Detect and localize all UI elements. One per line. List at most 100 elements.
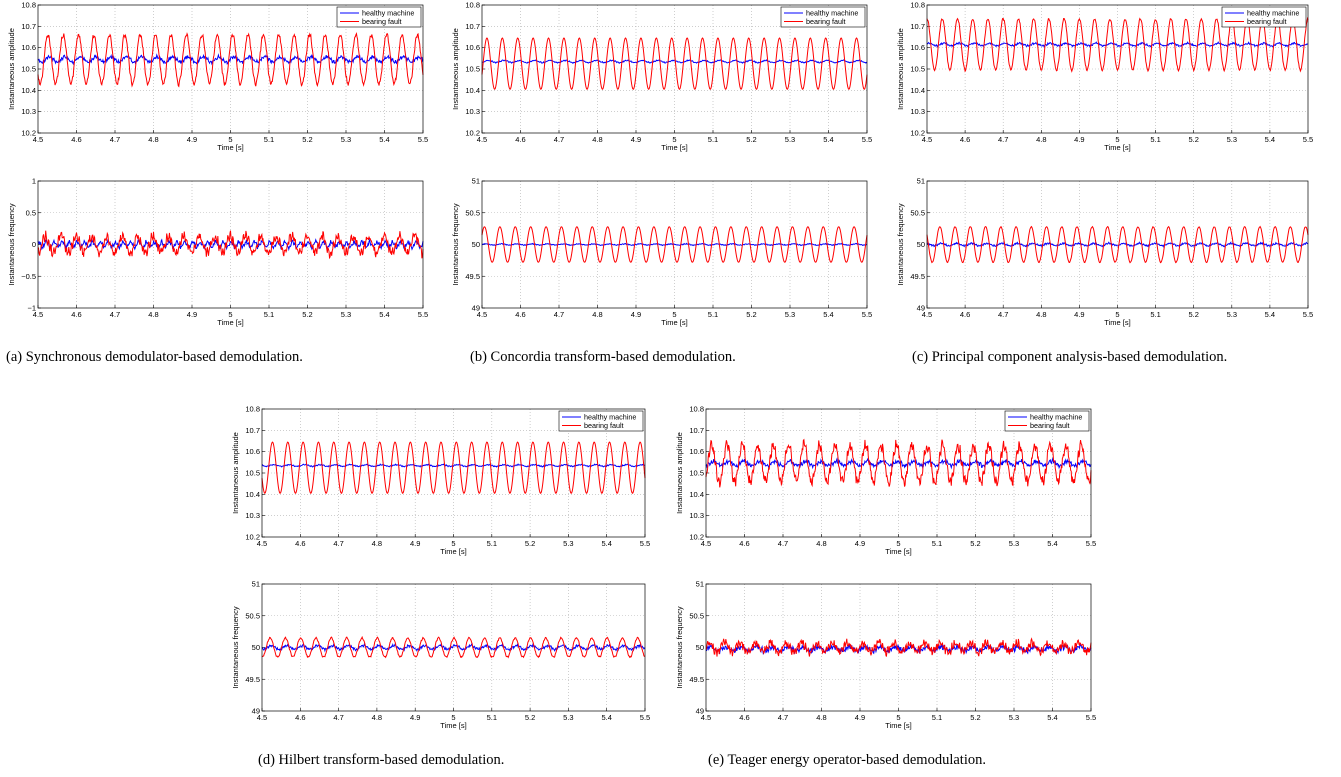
x-tick-label: 4.9 <box>855 713 865 722</box>
x-tick-label: 5.2 <box>302 310 312 319</box>
y-tick-label: 10.6 <box>21 43 36 52</box>
x-tick-label: 4.7 <box>998 135 1008 144</box>
x-axis-label: Time [s] <box>885 721 911 730</box>
y-axis-label: Instantaneous amplitude <box>675 432 684 514</box>
y-tick-label: 10.8 <box>689 405 704 414</box>
y-tick-label: 49.5 <box>689 675 704 684</box>
y-tick-label: 10.7 <box>689 426 704 435</box>
y-axis-label: Instantaneous frequency <box>7 203 16 285</box>
y-tick-label: 51 <box>472 177 480 186</box>
axes-frame <box>481 4 868 134</box>
y-tick-label: 10.7 <box>245 426 260 435</box>
x-tick-label: 5.3 <box>785 310 795 319</box>
y-tick-label: 0 <box>32 240 36 249</box>
x-tick-label: 5.3 <box>563 539 573 548</box>
panel-e-top: 4.5 4.6 4.7 4.8 4.9 5 5.1 5.2 5.3 5.4 5.5 10.2 10.3 1… <box>675 405 1096 557</box>
panel-d-top: 4.5 4.6 4.7 4.8 4.9 5 5.1 5.2 5.3 5.4 5.5 10.2 10.3 1… <box>231 405 650 557</box>
x-axis-label: Time [s] <box>440 721 466 730</box>
x-tick-label: 5.4 <box>1265 135 1275 144</box>
x-tick-label: 4.9 <box>631 135 641 144</box>
series-line-fault <box>261 635 646 659</box>
x-tick-label: 4.8 <box>592 310 602 319</box>
x-tick-label: 5 <box>451 539 455 548</box>
caption-d: (d) Hilbert transform-based demodulation… <box>258 752 505 768</box>
y-tick-label: 10.5 <box>689 469 704 478</box>
x-tick-label: 4.5 <box>922 310 932 319</box>
x-tick-label: 4.5 <box>33 310 43 319</box>
y-tick-label: 10.5 <box>465 65 480 74</box>
x-tick-label: 4.9 <box>410 713 420 722</box>
x-tick-label: 5.2 <box>1188 310 1198 319</box>
axes-frame <box>261 583 646 712</box>
y-tick-label: 50 <box>917 240 925 249</box>
x-tick-label: 4.5 <box>701 713 711 722</box>
y-tick-label: 50 <box>252 643 260 652</box>
series-line-fault <box>261 441 646 494</box>
x-tick-label: 4.6 <box>71 310 81 319</box>
axes-frame <box>705 583 1092 712</box>
y-tick-label: 10.3 <box>689 511 704 520</box>
x-tick-label: 5.1 <box>1150 310 1160 319</box>
x-tick-label: 4.7 <box>554 310 564 319</box>
x-tick-label: 5.3 <box>785 135 795 144</box>
y-tick-label: 50.5 <box>910 208 925 217</box>
y-tick-label: 50 <box>696 643 704 652</box>
x-tick-label: 5.4 <box>823 310 833 319</box>
axes-frame <box>926 180 1309 309</box>
x-tick-label: 5 <box>672 310 676 319</box>
legend-label-fault: bearing fault <box>1030 421 1070 430</box>
x-tick-label: 4.7 <box>110 135 120 144</box>
axes-frame <box>37 4 424 134</box>
x-tick-label: 4.6 <box>515 310 525 319</box>
x-tick-label: 5 <box>1115 135 1119 144</box>
legend-label-fault: bearing fault <box>1247 17 1287 26</box>
x-tick-label: 5.1 <box>708 310 718 319</box>
y-tick-label: 49 <box>252 707 260 716</box>
x-tick-label: 5.2 <box>525 713 535 722</box>
x-tick-label: 5 <box>896 713 900 722</box>
x-tick-label: 5.5 <box>418 310 428 319</box>
x-tick-label: 4.6 <box>71 135 81 144</box>
x-tick-label: 4.9 <box>187 135 197 144</box>
series-line-healthy <box>705 642 1092 656</box>
x-tick-label: 5 <box>672 135 676 144</box>
legend-label-healthy: healthy machine <box>1247 9 1299 18</box>
x-tick-label: 4.5 <box>701 539 711 548</box>
y-tick-label: 10.2 <box>910 129 925 138</box>
series-line-fault <box>926 225 1309 264</box>
x-tick-label: 5.2 <box>746 135 756 144</box>
x-tick-label: 4.9 <box>1074 310 1084 319</box>
x-tick-label: 4.5 <box>33 135 43 144</box>
x-tick-label: 5.3 <box>1009 713 1019 722</box>
x-tick-label: 4.8 <box>816 713 826 722</box>
legend-label-healthy: healthy machine <box>806 9 858 18</box>
x-tick-label: 4.7 <box>110 310 120 319</box>
caption-b: (b) Concordia transform-based demodulati… <box>470 349 736 365</box>
x-tick-label: 4.8 <box>372 713 382 722</box>
x-tick-label: 5.1 <box>487 713 497 722</box>
series-line-fault <box>481 37 868 91</box>
legend-label-fault: bearing fault <box>806 17 846 26</box>
legend-label-fault: bearing fault <box>584 421 624 430</box>
x-tick-label: 4.7 <box>554 135 564 144</box>
panel-a-top: 4.5 4.6 4.7 4.8 4.9 5 5.1 5.2 5.3 5.4 5.5 10.2 10.3 1… <box>7 1 428 153</box>
y-tick-label: 10.3 <box>910 107 925 116</box>
x-tick-label: 5 <box>228 310 232 319</box>
x-axis-label: Time [s] <box>217 318 243 327</box>
y-tick-label: 49.5 <box>465 272 480 281</box>
x-tick-label: 5.5 <box>1303 135 1313 144</box>
caption-c: (c) Principal component analysis-based d… <box>912 349 1228 365</box>
x-tick-label: 4.6 <box>295 539 305 548</box>
y-axis-label: Instantaneous frequency <box>675 606 684 688</box>
panel-c-top: 4.5 4.6 4.7 4.8 4.9 5 5.1 5.2 5.3 5.4 5.5 10.2 10.3 1… <box>896 1 1313 153</box>
x-tick-label: 5.1 <box>487 539 497 548</box>
series-line-healthy <box>261 463 646 468</box>
x-tick-label: 4.8 <box>816 539 826 548</box>
x-tick-label: 4.7 <box>778 539 788 548</box>
y-tick-label: 10.7 <box>21 22 36 31</box>
y-tick-label: 51 <box>917 177 925 186</box>
x-tick-label: 4.9 <box>631 310 641 319</box>
x-tick-label: 4.7 <box>998 310 1008 319</box>
x-tick-label: 4.8 <box>1036 310 1046 319</box>
x-tick-label: 4.8 <box>148 310 158 319</box>
